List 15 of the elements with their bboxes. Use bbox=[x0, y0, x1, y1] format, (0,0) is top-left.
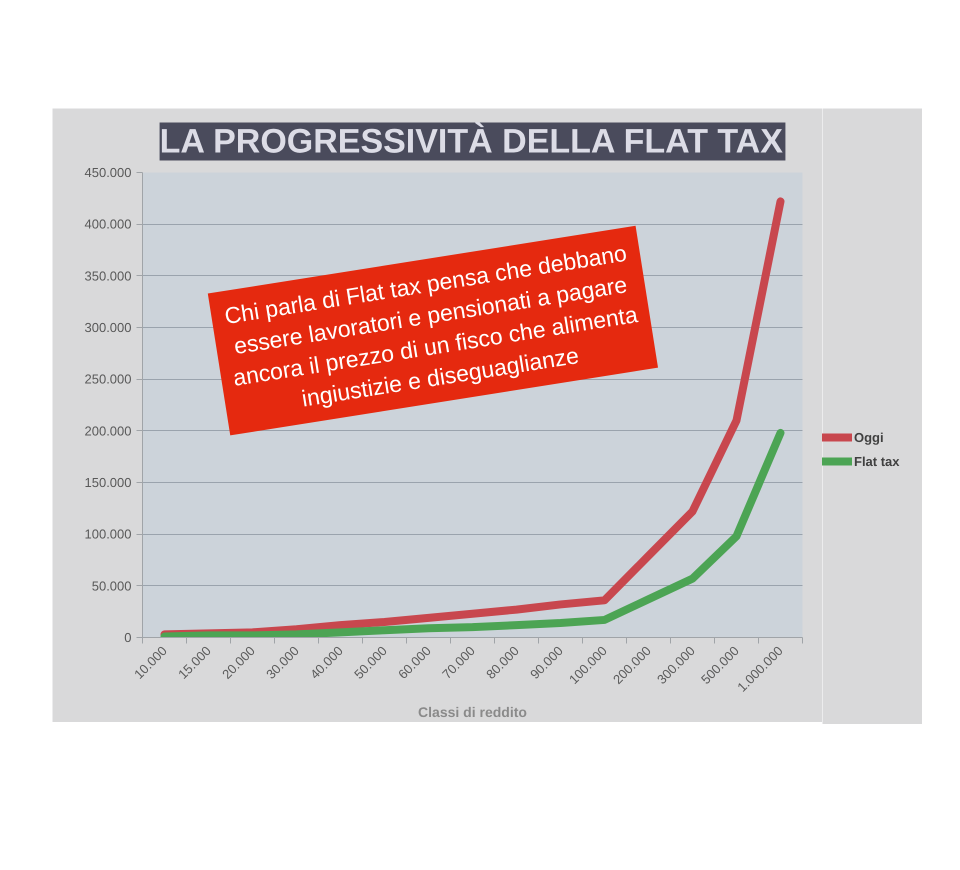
y-tick-label: 350.000 bbox=[84, 268, 132, 284]
y-tick-label: 50.000 bbox=[92, 578, 132, 594]
x-axis-title: Classi di reddito bbox=[418, 704, 527, 720]
y-tick-label: 300.000 bbox=[84, 320, 132, 335]
y-tick-label: 200.000 bbox=[84, 423, 132, 438]
y-tick-label: 400.000 bbox=[84, 216, 132, 232]
chart-title: LA PROGRESSIVITÀ DELLA FLAT TAX bbox=[160, 122, 784, 160]
y-tick-label: 150.000 bbox=[84, 475, 132, 490]
y-tick-label: 100.000 bbox=[84, 526, 132, 542]
legend-label: Flat tax bbox=[854, 454, 900, 468]
annotation: Chi parla di Flat tax pensa che debbano essere lavoratori e pensionati a pagare ancora il prezzo di un fisco che alimenta ingiustizie e diseguaglianze bbox=[222, 240, 640, 412]
y-tick-label: 0 bbox=[124, 630, 132, 645]
y-tick-label: 250.000 bbox=[84, 372, 132, 387]
y-tick-label: 450.000 bbox=[84, 165, 132, 180]
legend-label: Oggi bbox=[854, 430, 884, 444]
